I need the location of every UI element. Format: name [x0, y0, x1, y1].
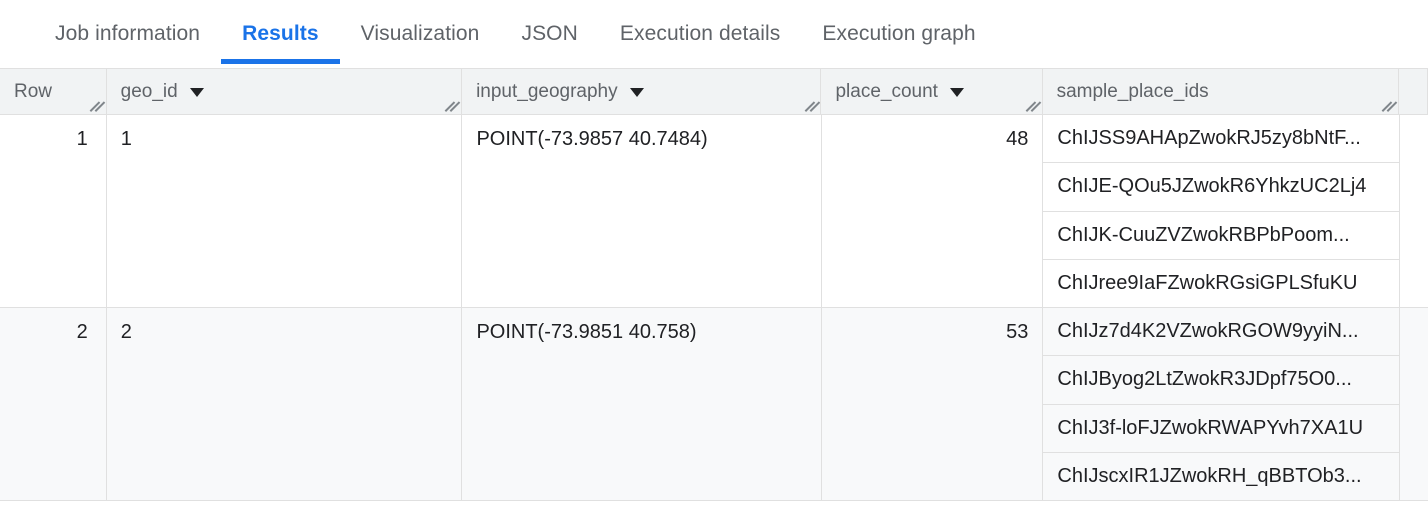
column-header-label: geo_id: [120, 81, 178, 102]
cell-place-count: 48: [822, 115, 1044, 307]
results-table: Row geo_id input_geography place_count s…: [0, 68, 1428, 508]
cell-sample-place-ids: ChIJz7d4K2VZwokRGOW9yyiN... ChIJByog2LtZ…: [1043, 308, 1400, 500]
list-item: ChIJ3f-loFJZwokRWAPYvh7XA1U: [1043, 405, 1399, 453]
column-header-sample-place-ids[interactable]: sample_place_ids: [1043, 69, 1399, 115]
tab-label: Execution graph: [822, 22, 976, 45]
list-item: ChIJE-QOu5JZwokR6YhkzUC2Lj4: [1043, 163, 1399, 212]
list-item: ChIJSS9AHApZwokRJ5zy8bNtF...: [1043, 115, 1399, 164]
column-header-row[interactable]: Row: [0, 69, 107, 115]
tab-label: JSON: [521, 22, 578, 45]
list-item: ChIJree9IaFZwokRGsiGPLSfuKU: [1057, 272, 1358, 295]
tab-execution-graph[interactable]: Execution graph: [801, 0, 996, 68]
column-header-geo-id[interactable]: geo_id: [107, 69, 463, 115]
cell-row-number: 2: [0, 308, 107, 500]
cell-input-geography: POINT(-73.9851 40.758): [462, 308, 823, 500]
cell-sample-place-ids: ChIJSS9AHApZwokRJ5zy8bNtF... ChIJE-QOu5J…: [1043, 115, 1400, 307]
cell-row-number: 1: [0, 115, 107, 307]
column-resize-handle-place-count[interactable]: [1024, 99, 1041, 113]
cell-place-count: 53: [822, 308, 1044, 500]
column-header-label: place_count: [835, 81, 938, 102]
column-header-label: sample_place_ids: [1056, 81, 1209, 102]
tab-label: Results: [242, 22, 319, 45]
cell-overflow: [1400, 308, 1428, 500]
cell-geo-id: 2: [107, 308, 463, 500]
tab-label: Execution details: [619, 22, 781, 45]
tab-label: Visualization: [360, 22, 480, 45]
column-header-input-geography[interactable]: input_geography: [462, 69, 822, 115]
tab-execution-details[interactable]: Execution details: [599, 0, 801, 68]
column-resize-handle-geo-id[interactable]: [443, 99, 461, 113]
tab-job-information[interactable]: Job information: [34, 0, 221, 68]
chevron-down-icon[interactable]: [189, 87, 204, 97]
list-item: ChIJK-CuuZVZwokRBPbPoom...: [1043, 212, 1399, 260]
tab-label: Job information: [55, 22, 201, 45]
chevron-down-icon[interactable]: [949, 87, 964, 97]
tab-results[interactable]: Results: [221, 0, 340, 68]
chevron-down-icon[interactable]: [629, 87, 644, 97]
list-item: ChIJByog2LtZwokR3JDpf75O0...: [1043, 356, 1399, 405]
table-row[interactable]: 2 2 POINT(-73.9851 40.758) 53 ChIJz7d4K2…: [0, 308, 1428, 501]
results-tab-bar: Job information Results Visualization JS…: [0, 0, 1428, 68]
column-header-overflow: [1399, 69, 1428, 115]
column-header-place-count[interactable]: place_count: [821, 69, 1043, 115]
cell-input-geography: POINT(-73.9857 40.7484): [462, 115, 823, 307]
column-resize-handle-row[interactable]: [88, 99, 105, 113]
column-resize-handle-input-geography[interactable]: [802, 99, 820, 113]
table-row[interactable]: 1 1 POINT(-73.9857 40.7484) 48 ChIJSS9AH…: [0, 115, 1428, 308]
tab-visualization[interactable]: Visualization: [340, 0, 501, 68]
column-resize-handle-sample-place-ids[interactable]: [1380, 99, 1398, 113]
table-header-row: Row geo_id input_geography place_count s…: [0, 69, 1428, 115]
list-item: ChIJz7d4K2VZwokRGOW9yyiN...: [1043, 308, 1399, 357]
column-header-label: Row: [14, 81, 53, 102]
column-header-label: input_geography: [476, 81, 618, 102]
cell-geo-id: 1: [107, 115, 463, 307]
list-item: ChIJscxIR1JZwokRH_qBBTOb3...: [1057, 465, 1362, 488]
tab-json[interactable]: JSON: [500, 0, 598, 68]
cell-overflow: [1400, 115, 1428, 307]
